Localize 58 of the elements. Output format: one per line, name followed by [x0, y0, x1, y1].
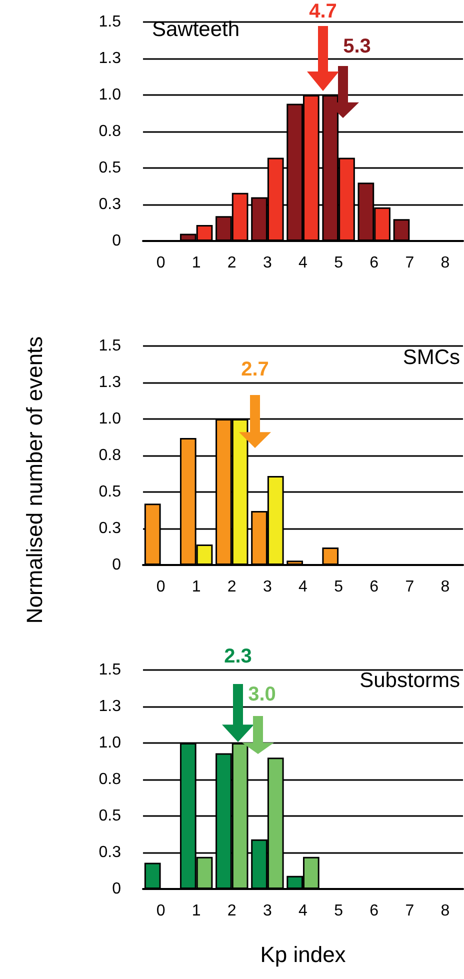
y-tick-label: 1.0 [98, 86, 122, 104]
x-tick-label: 5 [334, 578, 344, 596]
x-tick-label: 7 [405, 254, 414, 272]
y-tick-label: 1.3 [98, 374, 122, 391]
x-tick-label: 5 [334, 902, 344, 920]
x-tick-label: 2 [227, 254, 236, 272]
y-tick-label: 0 [112, 556, 122, 574]
x-tick-label: 6 [370, 578, 379, 596]
chart-title: SMCs [402, 346, 460, 370]
y-tick-label: 0.5 [98, 484, 122, 500]
x-tick-label: 8 [440, 902, 450, 920]
x-tick-label: 7 [405, 902, 414, 920]
annotation: 3.0 [248, 684, 276, 706]
x-tick-label: 8 [440, 578, 450, 596]
y-tick-label: 1.0 [98, 410, 122, 428]
y-tick-label: 1.3 [98, 50, 122, 67]
x-tick-label: 5 [334, 254, 344, 272]
text: 2.3 [224, 646, 252, 668]
x-tick-label: 1 [192, 578, 201, 596]
x-tick-label: 1 [192, 902, 201, 920]
chart-title: Substorms [360, 669, 460, 693]
y-tick-label: 0.3 [98, 844, 122, 861]
x-tick-label: 0 [156, 254, 166, 272]
y-tick-label: 0.3 [98, 196, 122, 213]
y-tick-label: 0.3 [98, 520, 122, 537]
y-tick-label: 0.8 [98, 123, 122, 140]
chart-title: Sawteeth [152, 18, 240, 42]
annotation: 4.7 [309, 0, 337, 24]
annotation: 5.3 [343, 36, 371, 58]
x-tick-label: 1 [192, 254, 201, 272]
y-tick-label: 0.5 [98, 808, 122, 824]
x-tick-label: 4 [298, 578, 308, 596]
x-tick-label: 3 [262, 254, 272, 272]
x-tick-label: 8 [440, 254, 450, 272]
y-tick-label: 0.5 [98, 160, 122, 176]
y-tick-label: 0.8 [98, 771, 122, 788]
y-tick-label: 1.5 [98, 338, 122, 354]
x-tick-label: 6 [370, 902, 379, 920]
y-tick-label: 1.0 [98, 734, 122, 752]
x-tick-label: 2 [227, 578, 236, 596]
y-tick-label: 0.8 [98, 447, 122, 464]
y-tick-label: 0 [112, 232, 122, 250]
y-tick-label: 0 [112, 880, 122, 898]
y-tick-label: 1.5 [98, 662, 122, 678]
x-tick-label: 3 [262, 902, 272, 920]
y-tick-label: 1.3 [98, 698, 122, 715]
x-tick-label: 2 [227, 902, 236, 920]
x-tick-label: 4 [298, 902, 308, 920]
x-axis-title: Kp index [260, 942, 346, 968]
y-tick-label: 1.5 [98, 14, 122, 30]
y-axis-title: Normalised number of events [22, 336, 48, 624]
x-tick-label: 3 [262, 578, 272, 596]
x-tick-label: 0 [156, 902, 166, 920]
annotation: 2.7 [241, 358, 269, 382]
x-tick-label: 6 [370, 254, 379, 272]
x-tick-label: 4 [298, 254, 308, 272]
x-tick-label: 7 [405, 578, 414, 596]
x-tick-label: 0 [156, 578, 166, 596]
